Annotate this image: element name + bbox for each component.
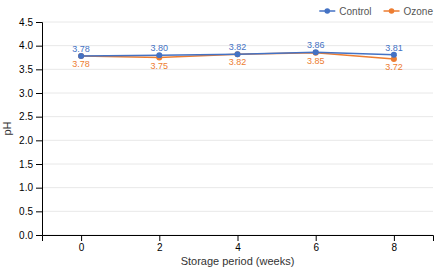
tick-mark (36, 164, 42, 165)
tick-label: 1.0 (19, 182, 33, 193)
data-labels: 3.78 3.75 3.82 3.85 3.72 3.78 3.80 3.82 3.86 3.81 (72, 40, 402, 72)
tick: 0.0 (19, 230, 42, 241)
chart: 024680.00.51.01.52.02.53.03.54.04.53.783… (0, 0, 447, 271)
tick: 3.5 (19, 64, 42, 75)
tick-mark (36, 69, 42, 70)
tick-label: 6 (313, 242, 319, 253)
legend-label: Control (339, 6, 371, 17)
tick: 3.0 (19, 88, 42, 99)
grid-line (42, 93, 433, 94)
x-axis-title: Storage period (weeks) (181, 255, 295, 267)
grid-line (42, 140, 433, 141)
tick-mark (36, 188, 42, 189)
data-label: 3.78 (72, 44, 90, 54)
tick: 2.5 (19, 111, 42, 122)
tick-label: 0.0 (19, 230, 33, 241)
tick-mark (36, 46, 42, 47)
tick-label: 3.5 (19, 64, 33, 75)
tick-mark (36, 22, 42, 23)
tick-mark (316, 235, 317, 241)
grid-line (42, 164, 433, 165)
tick-label: 4.5 (19, 17, 33, 28)
data-label: 3.82 (229, 42, 247, 52)
plot-area: 024680.00.51.01.52.02.53.03.54.04.53.783… (19, 17, 433, 253)
tick-mark (159, 235, 160, 241)
tick: 2 (157, 235, 163, 253)
grid (42, 22, 433, 235)
axis-line (43, 236, 434, 242)
tick-mark (36, 235, 42, 236)
tick: 1.5 (19, 159, 42, 170)
legend-label: Ozone (404, 6, 434, 17)
y-axis: 0.0 0.5 1.0 1.5 2.0 2.5 3.0 3.5 4.0 4.5 (19, 17, 42, 241)
tick-label: 2 (157, 242, 163, 253)
data-label: 3.82 (229, 57, 247, 67)
tick-mark (36, 140, 42, 141)
grid-line (42, 211, 433, 212)
tick-mark (36, 93, 42, 94)
data-label: 3.86 (307, 40, 325, 50)
tick-label: 4.0 (19, 40, 33, 51)
legend: Control Ozone (319, 6, 433, 17)
grid-line (42, 187, 433, 188)
axis-line (36, 23, 43, 236)
tick: 0.5 (19, 206, 42, 217)
x-axis: 0 2 4 6 8 (43, 235, 434, 253)
data-label: 3.75 (151, 61, 169, 71)
grid-line (42, 69, 433, 70)
grid-line (42, 22, 433, 23)
legend-item: Ozone (384, 6, 434, 17)
legend-marker (325, 8, 331, 14)
tick-label: 0.5 (19, 206, 33, 217)
data-label: 3.85 (307, 56, 325, 66)
tick-mark (238, 235, 239, 241)
data-label: 3.81 (385, 43, 403, 53)
tick: 8 (392, 235, 398, 253)
tick: 4.0 (19, 40, 42, 51)
data-label: 3.72 (385, 62, 403, 72)
tick-label: 4 (235, 242, 241, 253)
grid-line (42, 116, 433, 117)
legend-item: Control (319, 6, 371, 17)
legend-marker (389, 8, 395, 14)
data-label: 3.78 (72, 59, 90, 69)
tick-mark (81, 235, 82, 241)
tick-label: 2.0 (19, 135, 33, 146)
tick: 1.0 (19, 182, 42, 193)
tick-mark (36, 211, 42, 212)
tick-label: 1.5 (19, 159, 33, 170)
tick-label: 0 (79, 242, 85, 253)
tick-mark (36, 117, 42, 118)
tick-mark (394, 235, 395, 241)
tick: 4 (235, 235, 241, 253)
tick: 2.0 (19, 135, 42, 146)
tick: 6 (313, 235, 319, 253)
tick: 4.5 (19, 17, 42, 28)
y-axis-title: pH (1, 121, 13, 135)
tick: 0 (79, 235, 85, 253)
data-label: 3.80 (151, 43, 169, 53)
tick-label: 8 (392, 242, 398, 253)
tick-label: 3.0 (19, 88, 33, 99)
tick-label: 2.5 (19, 111, 33, 122)
marker (313, 49, 319, 55)
